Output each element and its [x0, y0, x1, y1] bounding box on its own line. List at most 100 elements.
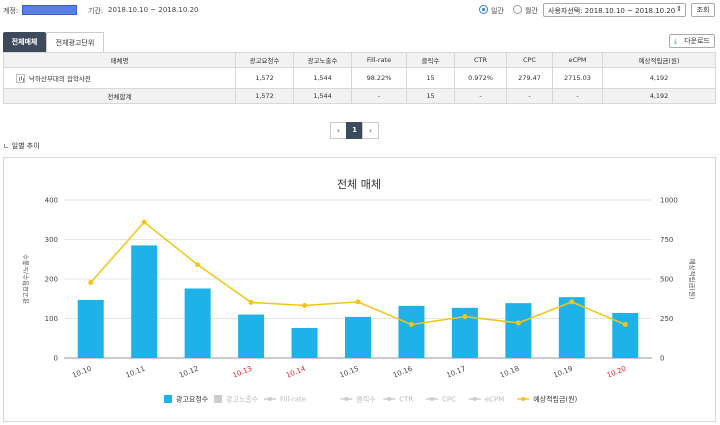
earnings-point-10.14 — [302, 303, 308, 309]
bar-10.14 — [291, 327, 318, 358]
x-tick-label: 10.11 — [125, 365, 147, 380]
account-label: 계정: — [3, 7, 19, 15]
col-impressions: 광고노출수 — [293, 52, 352, 68]
date-range-select-value: 사용자선택: 2018.10.10 ~ 2018.10.20 — [548, 7, 676, 15]
cell-cpc: 279.47 — [506, 67, 553, 89]
col-media-name: 매체명 — [3, 52, 236, 68]
legend-marker-dot — [430, 397, 434, 401]
legend-label[interactable]: CTR — [399, 396, 413, 404]
legend-label[interactable]: Fill-rate — [280, 396, 306, 404]
earnings-point-10.12 — [195, 262, 201, 268]
table-row[interactable]: 낙하산부대의 잡학사전 1,572 1,544 98.22% 15 0.972%… — [3, 67, 716, 89]
radio-monthly[interactable] — [513, 5, 522, 14]
cell-total-ecpm: - — [552, 88, 603, 104]
page-1-button[interactable]: 1 — [346, 122, 363, 139]
col-ctr: CTR — [454, 52, 507, 68]
col-earnings: 예상적립금(원) — [602, 52, 716, 68]
cell-ctr: 0.972% — [454, 67, 507, 89]
y-left-tick-label: 300 — [45, 236, 58, 244]
earnings-point-10.19 — [569, 299, 575, 305]
chart-title: 전체 매체 — [337, 178, 381, 191]
x-tick-label: 10.20 — [606, 365, 628, 380]
daily-trend-chart: 전체 매체 0 100 200 300 400 0 250 500 750 1000 광고요청수/노출… — [21, 178, 697, 404]
legend-label[interactable]: CPC — [442, 396, 456, 404]
bar-10.12 — [184, 288, 211, 358]
legend-label[interactable]: 예상적립금(원) — [533, 395, 577, 404]
x-tick-label: 10.17 — [445, 365, 467, 380]
cell-clicks: 15 — [406, 67, 455, 89]
download-icon: ⤓ — [674, 37, 678, 45]
legend-marker-dot — [387, 397, 392, 401]
date-range-select[interactable]: 사용자선택: 2018.10.10 ~ 2018.10.20 ⇕ — [543, 3, 686, 17]
media-name-text: 낙하산부대의 잡학사전 — [29, 74, 91, 83]
chart-panel: 전체 매체 0 100 200 300 400 0 250 500 750 1000 광고요청수/노출… — [3, 157, 716, 422]
radio-daily[interactable] — [479, 5, 488, 14]
cell-total-impressions: 1,544 — [293, 88, 352, 104]
account-selector[interactable] — [22, 5, 77, 15]
cell-ecpm: 2715.03 — [552, 67, 603, 89]
section-title: ㄴ 일별 추이 — [3, 142, 40, 150]
bar-10.19 — [558, 297, 585, 358]
legend-label[interactable]: eCPM — [485, 396, 504, 404]
y-right-axis-label: 예상적립금(원) — [688, 259, 697, 300]
prev-page-button[interactable]: ‹ — [330, 122, 347, 139]
tab-all-media[interactable]: 전체매체 — [3, 32, 46, 52]
cell-earnings: 4,192 — [602, 67, 716, 89]
cell-impressions: 1,544 — [293, 67, 352, 89]
bar-10.11 — [131, 245, 158, 358]
earnings-point-10.17 — [462, 314, 468, 320]
x-tick-label: 10.10 — [71, 365, 93, 380]
earnings-point-10.11 — [141, 219, 147, 225]
cell-requests: 1,572 — [235, 67, 294, 89]
bar-10.16 — [398, 305, 425, 358]
period-value: 2018.10.10 ~ 2018.10.20 — [108, 6, 199, 14]
y-right-tick-label: 1000 — [660, 197, 678, 205]
legend-marker — [164, 395, 172, 403]
tab-all-ad-units[interactable]: 전체광고단위 — [46, 32, 104, 52]
table-total-row: 전체합계 1,572 1,544 - 15 - - - 4,192 — [3, 88, 716, 104]
period-label: 기간: — [88, 7, 104, 15]
top-filter-bar: 계정: 기간: 2018.10.10 ~ 2018.10.20 일간 월간 사용… — [0, 0, 720, 22]
x-tick-label: 10.13 — [232, 365, 254, 380]
legend-marker-dot — [472, 397, 477, 401]
x-tick-label: 10.16 — [392, 364, 414, 379]
cell-media-name[interactable]: 낙하산부대의 잡학사전 — [3, 67, 236, 89]
legend-label[interactable]: 클릭수 — [356, 396, 376, 404]
x-tick-label: 10.12 — [178, 365, 200, 380]
bar-10.15 — [345, 316, 371, 358]
y-right-tick-label: 500 — [660, 276, 673, 284]
legend-marker-dot — [268, 397, 272, 401]
col-requests: 광고요청수 — [235, 52, 294, 68]
search-button[interactable]: 조회 — [691, 3, 715, 17]
earnings-point-10.20 — [622, 322, 628, 328]
legend-marker-dot — [521, 397, 526, 401]
cell-total-requests: 1,572 — [235, 88, 294, 104]
earnings-point-10.15 — [355, 299, 361, 305]
y-right-tick-label: 250 — [660, 315, 673, 323]
col-ecpm: eCPM — [552, 52, 603, 68]
col-clicks: 클릭수 — [406, 52, 455, 68]
table-header-row: 매체명 광고요청수 광고노출수 Fill-rate 클릭수 CTR CPC eC… — [3, 52, 716, 68]
x-tick-label: 10.15 — [338, 365, 360, 380]
x-tick-label: 10.18 — [499, 365, 521, 380]
bar-chart-icon — [16, 74, 25, 84]
earnings-point-10.16 — [408, 322, 414, 328]
col-cpc: CPC — [506, 52, 553, 68]
bar-10.10 — [77, 299, 104, 358]
next-page-button[interactable]: › — [362, 122, 379, 139]
stats-table: 매체명 광고요청수 광고노출수 Fill-rate 클릭수 CTR CPC eC… — [3, 52, 716, 104]
download-button[interactable]: ⤓ 다운로드 — [669, 34, 715, 48]
earnings-point-10.13 — [248, 299, 254, 305]
legend-label[interactable]: 광고노출수 — [226, 395, 259, 404]
select-updown-icon: ⇕ — [676, 5, 682, 13]
cell-total-earnings: 4,192 — [602, 88, 716, 104]
legend-marker-dot — [344, 397, 349, 401]
cell-total-ctr: - — [454, 88, 507, 104]
y-left-tick-label: 400 — [45, 197, 58, 205]
legend-label[interactable]: 광고요청수 — [176, 396, 209, 404]
bar-10.13 — [238, 314, 265, 358]
radio-daily-label: 일간 — [491, 7, 504, 15]
download-button-label: 다운로드 — [684, 37, 710, 45]
pagination: ‹ 1 › — [330, 122, 379, 139]
cell-total-cpc: - — [506, 88, 553, 104]
